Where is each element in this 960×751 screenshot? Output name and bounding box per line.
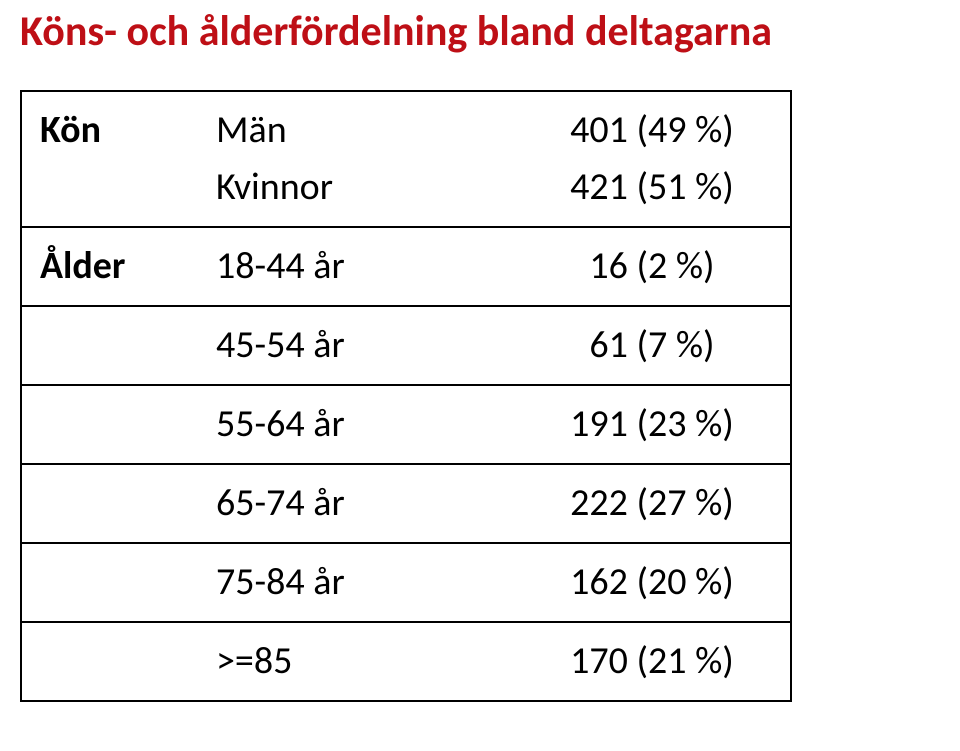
row-category: 45-54 år (198, 306, 514, 385)
page-title: Köns- och ålderfördelning bland deltagar… (20, 8, 940, 56)
value-item: 421 (51 %) (532, 159, 772, 216)
row-label (21, 464, 198, 543)
row-category: Män Kvinnor (198, 91, 514, 227)
table-row: 45-54 år 61 (7 %) (21, 306, 791, 385)
category-item: Män (216, 102, 496, 159)
table-row: 55-64 år 191 (23 %) (21, 385, 791, 464)
distribution-table: Kön Män Kvinnor 401 (49 %) 421 (51 %) Ål… (20, 90, 792, 702)
row-category: 55-64 år (198, 385, 514, 464)
page: Köns- och ålderfördelning bland deltagar… (0, 0, 960, 702)
category-item: Kvinnor (216, 159, 496, 216)
row-category: 75-84 år (198, 543, 514, 622)
row-value: 401 (49 %) 421 (51 %) (514, 91, 791, 227)
row-value: 162 (20 %) (514, 543, 791, 622)
row-category: 18-44 år (198, 227, 514, 306)
row-label (21, 543, 198, 622)
row-label (21, 385, 198, 464)
row-label (21, 622, 198, 701)
value-item: 401 (49 %) (532, 102, 772, 159)
row-value: 222 (27 %) (514, 464, 791, 543)
table-row: >=85 170 (21 %) (21, 622, 791, 701)
row-label: Kön (21, 91, 198, 227)
table-row: Kön Män Kvinnor 401 (49 %) 421 (51 %) (21, 91, 791, 227)
row-label: Ålder (21, 227, 198, 306)
row-label (21, 306, 198, 385)
table-row: 65-74 år 222 (27 %) (21, 464, 791, 543)
row-value: 191 (23 %) (514, 385, 791, 464)
row-category: 65-74 år (198, 464, 514, 543)
row-value: 16 (2 %) (514, 227, 791, 306)
row-category: >=85 (198, 622, 514, 701)
row-value: 61 (7 %) (514, 306, 791, 385)
row-value: 170 (21 %) (514, 622, 791, 701)
table-row: Ålder 18-44 år 16 (2 %) (21, 227, 791, 306)
table-row: 75-84 år 162 (20 %) (21, 543, 791, 622)
